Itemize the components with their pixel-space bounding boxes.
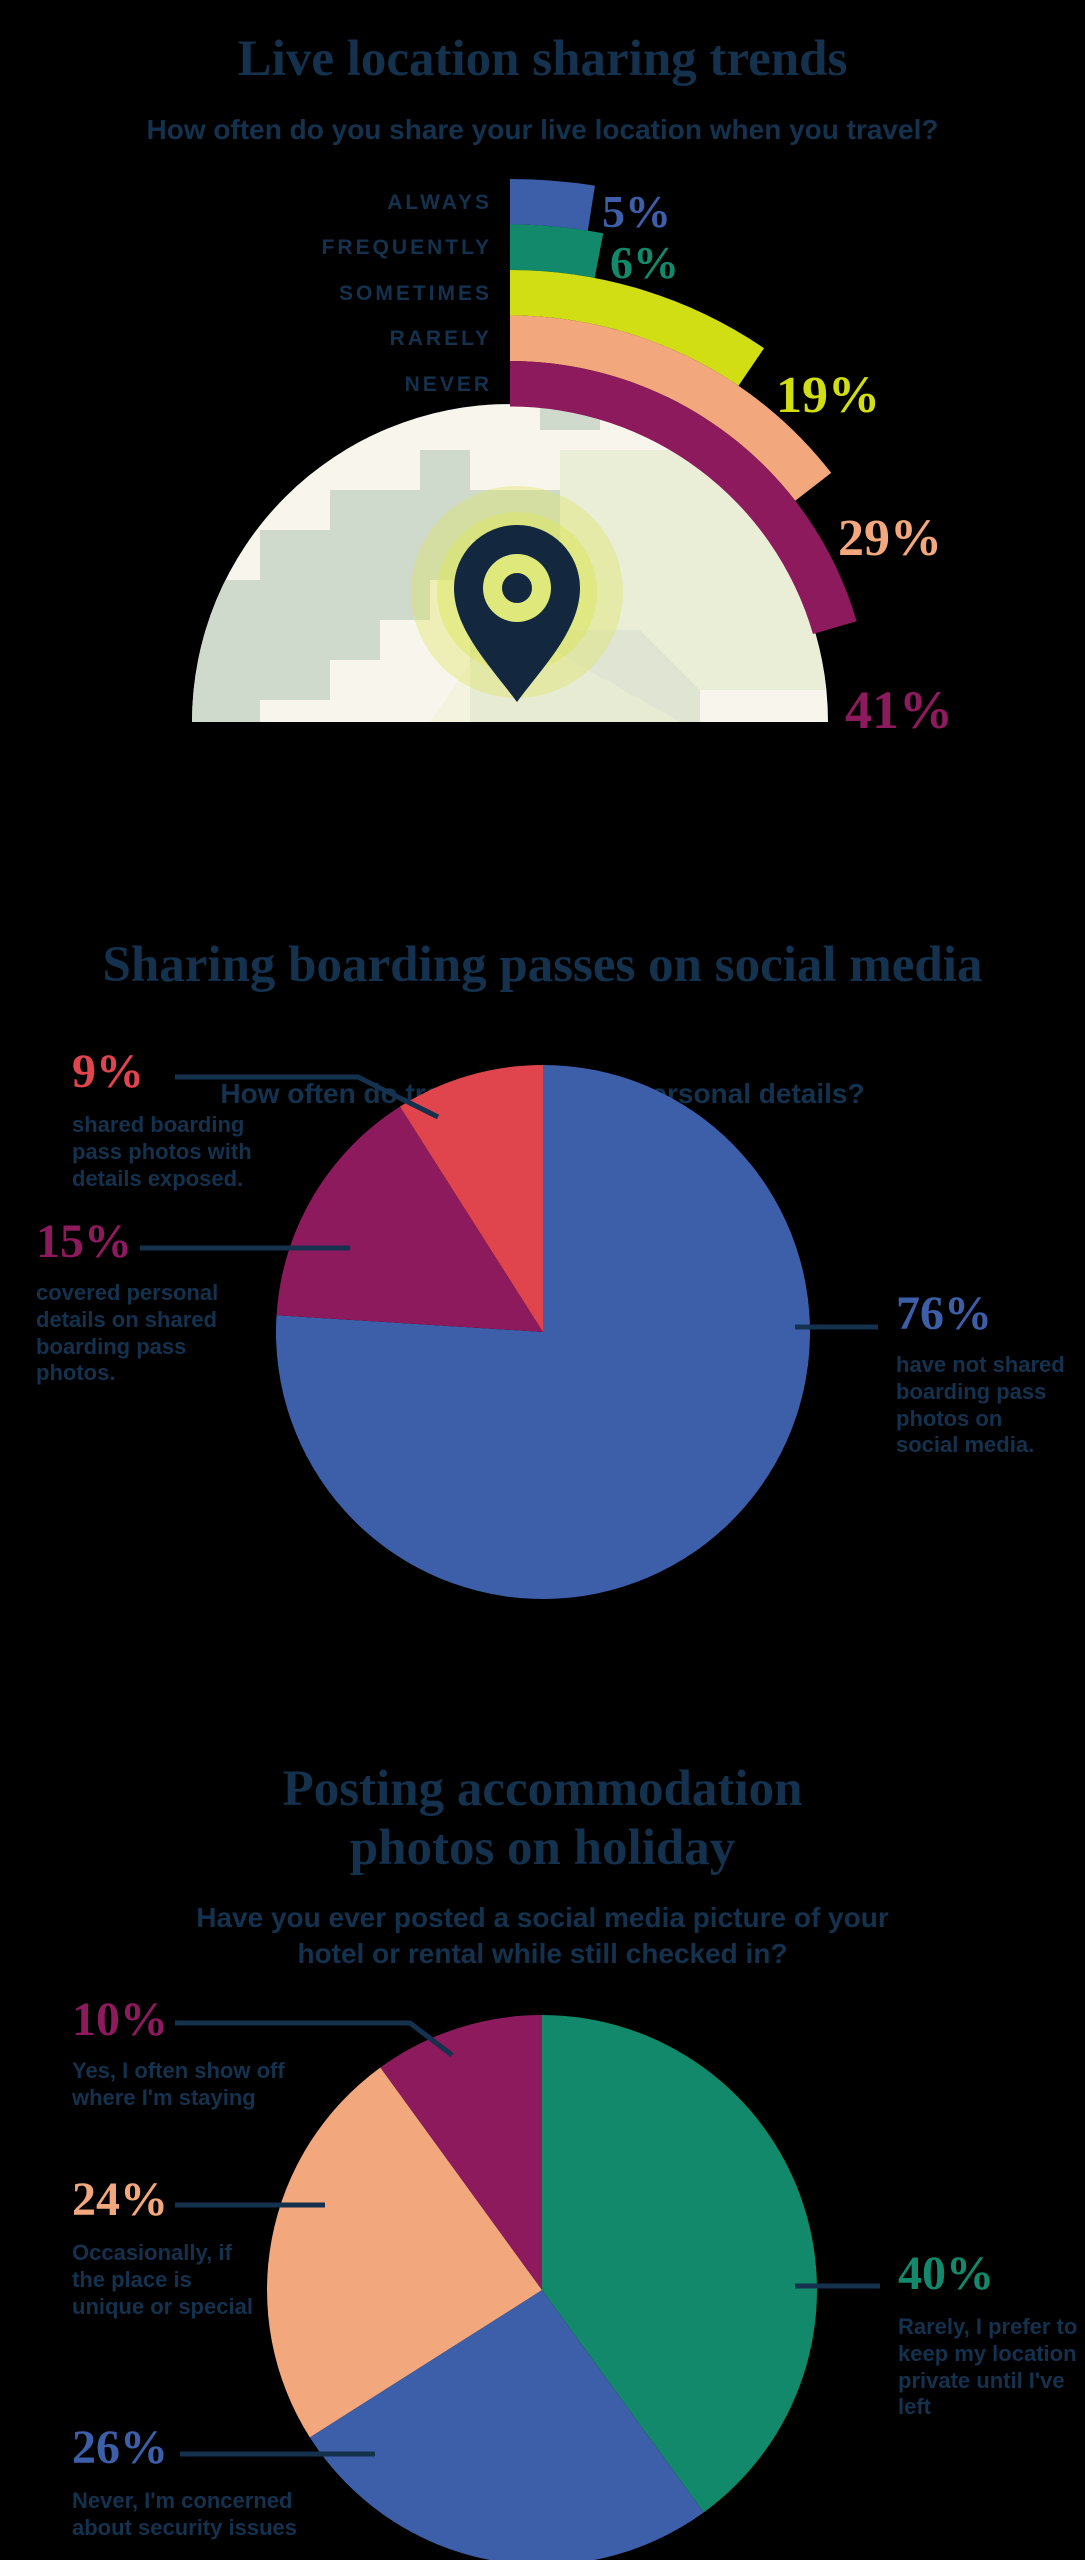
pie-slices-accommodation	[267, 2015, 817, 2560]
arc-frequently	[510, 224, 604, 279]
arc-value-sometimes: 19%	[776, 367, 880, 424]
arc-sometimes	[510, 270, 765, 386]
arc-never	[510, 361, 857, 634]
arc-value-frequently: 6%	[610, 237, 679, 288]
pie-slice-9	[399, 1065, 543, 1332]
location-pin-icon	[453, 524, 580, 702]
pie-slices-boarding	[275, 1065, 810, 1599]
callout-line-9	[175, 1074, 440, 1120]
arc-value-always: 5%	[602, 186, 671, 237]
pie-slice-10	[380, 2015, 542, 2290]
globe-illustration	[192, 404, 828, 722]
landmass-west	[192, 450, 560, 722]
section3-subtitle: Have you ever posted a social media pict…	[196, 1902, 889, 1970]
pct-label-76: 76%	[896, 1287, 992, 1340]
pct-label-24: 24%	[72, 2173, 168, 2226]
pie-slice-26	[309, 2290, 704, 2560]
arc-label-never: NEVER	[405, 373, 492, 396]
live-location-radial-chart: ALWAYS FREQUENTLY SOMETIMES RARELY NEVER…	[192, 179, 953, 740]
radial-arc-rings	[510, 179, 857, 634]
boarding-pass-pie-chart	[140, 1065, 878, 1599]
callout-line-10	[175, 2020, 454, 2057]
section3-title: Posting accommodation photos on holiday	[282, 1761, 803, 1876]
section1-title: Live location sharing trends	[237, 31, 848, 87]
arc-label-frequently: FREQUENTLY	[322, 236, 492, 259]
pct-label-10: 10%	[72, 1993, 168, 2046]
pie-slice-40	[542, 2015, 817, 2513]
pie-slice-24	[267, 2067, 542, 2438]
pct-label-40: 40%	[898, 2247, 994, 2300]
desc-40: Rarely, I prefer to keep my location pri…	[898, 2314, 1078, 2420]
section2-title: Sharing boarding passes on social media	[102, 937, 983, 993]
pct-label-15: 15%	[36, 1215, 132, 1268]
accommodation-pie-chart	[175, 2015, 880, 2560]
pct-label-9: 9%	[72, 1045, 144, 1098]
arc-value-rarely: 29%	[838, 510, 942, 567]
desc-24: Occasionally, if the place is unique or …	[72, 2240, 253, 2319]
desc-9: shared boarding pass photos with details…	[72, 1112, 252, 1191]
section1-subtitle: How often do you share your live locatio…	[146, 114, 939, 145]
arc-always	[510, 179, 595, 231]
arc-label-rarely: RARELY	[390, 327, 492, 350]
desc-76: have not shared boarding pass photos on …	[896, 1352, 1065, 1458]
arc-rarely	[510, 315, 832, 501]
pct-label-26: 26%	[72, 2421, 168, 2474]
desc-15: covered personal details on shared board…	[36, 1280, 219, 1386]
arc-label-sometimes: SOMETIMES	[339, 282, 492, 305]
desc-26: Never, I'm concerned about security issu…	[72, 2488, 297, 2540]
desc-10: Yes, I often show off where I'm staying	[72, 2058, 285, 2110]
pie-slice-15	[276, 1106, 543, 1332]
arc-value-never: 41%	[845, 680, 953, 740]
arc-label-always: ALWAYS	[387, 191, 492, 214]
